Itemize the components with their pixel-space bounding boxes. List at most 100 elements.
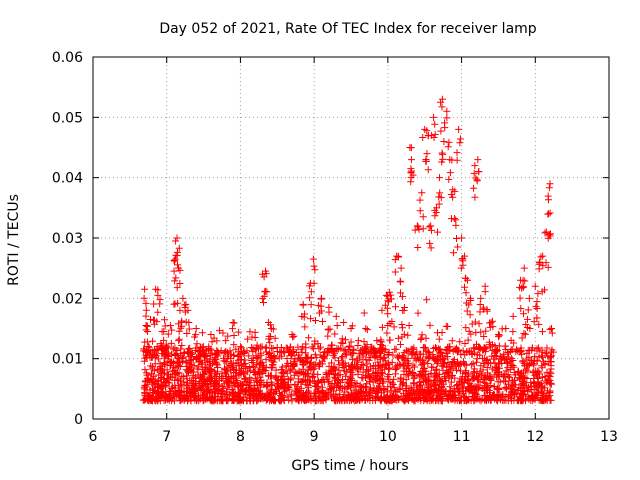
data-point: [387, 295, 395, 303]
data-point: [461, 339, 469, 347]
data-point: [434, 389, 442, 397]
data-point: [307, 362, 315, 370]
data-point: [445, 175, 453, 183]
data-point: [281, 384, 289, 392]
data-point: [420, 365, 428, 373]
data-point: [435, 174, 443, 182]
data-point: [256, 383, 264, 391]
data-point: [526, 360, 534, 368]
data-point: [169, 345, 177, 353]
data-point: [272, 372, 280, 380]
data-point: [537, 396, 545, 404]
data-point: [396, 289, 404, 297]
data-point: [243, 397, 251, 405]
data-point: [229, 397, 237, 405]
data-point: [451, 397, 459, 405]
data-point: [548, 346, 556, 354]
data-point: [386, 336, 394, 344]
data-point: [311, 337, 319, 345]
data-point: [230, 319, 238, 327]
data-point: [416, 356, 424, 364]
data-point: [307, 397, 315, 405]
data-point: [543, 344, 551, 352]
data-point: [324, 344, 332, 352]
data-point: [457, 264, 465, 272]
data-point: [281, 349, 289, 357]
data-point: [351, 394, 359, 402]
data-point: [282, 362, 290, 370]
data-point: [460, 397, 468, 405]
data-point: [411, 363, 419, 371]
data-point: [173, 248, 181, 256]
data-point: [509, 312, 517, 320]
data-point: [545, 230, 553, 238]
data-point: [395, 386, 403, 394]
data-point: [197, 373, 205, 381]
data-point: [527, 379, 535, 387]
data-point: [331, 330, 339, 338]
data-point: [383, 329, 391, 337]
data-point: [304, 382, 312, 390]
data-point: [392, 303, 400, 311]
data-point: [456, 387, 464, 395]
data-point: [269, 396, 277, 404]
data-point: [175, 327, 183, 335]
data-point: [246, 394, 254, 402]
data-point: [374, 358, 382, 366]
data-point: [315, 388, 323, 396]
data-point: [501, 342, 509, 350]
data-point: [305, 334, 313, 342]
data-point: [187, 360, 195, 368]
data-point: [404, 357, 412, 365]
data-point: [262, 344, 270, 352]
data-point: [419, 350, 427, 358]
data-point: [316, 343, 324, 351]
data-point: [318, 396, 326, 404]
data-point: [251, 334, 259, 342]
data-point: [170, 267, 178, 275]
data-point: [541, 349, 549, 357]
data-point: [240, 375, 248, 383]
data-point: [398, 324, 406, 332]
data-point: [494, 333, 502, 341]
data-point: [147, 375, 155, 383]
data-point: [229, 375, 237, 383]
data-point: [470, 344, 478, 352]
data-point: [211, 350, 219, 358]
data-point: [164, 349, 172, 357]
data-point: [447, 215, 455, 223]
data-point: [252, 344, 260, 352]
data-point: [319, 318, 327, 326]
data-point: [474, 156, 482, 164]
data-point: [362, 388, 370, 396]
data-point: [198, 329, 206, 337]
data-point: [416, 196, 424, 204]
y-tick-label: 0: [74, 412, 83, 428]
data-point: [143, 351, 151, 359]
data-point: [481, 372, 489, 380]
data-point: [298, 393, 306, 401]
data-point: [241, 359, 249, 367]
data-point: [491, 359, 499, 367]
data-point: [172, 251, 180, 259]
data-point: [381, 301, 389, 309]
data-point: [187, 350, 195, 358]
data-point: [363, 380, 371, 388]
data-point: [341, 346, 349, 354]
data-point: [438, 329, 446, 337]
data-point: [460, 378, 468, 386]
data-point: [236, 343, 244, 351]
data-point: [331, 354, 339, 362]
data-point: [217, 375, 225, 383]
data-point: [347, 389, 355, 397]
data-point: [538, 328, 546, 336]
data-point: [342, 372, 350, 380]
data-point: [335, 376, 343, 384]
data-point: [438, 149, 446, 157]
data-point: [439, 155, 447, 163]
data-point: [475, 345, 483, 353]
data-point: [149, 390, 157, 398]
data-point: [461, 360, 469, 368]
data-point: [473, 340, 481, 348]
data-point: [371, 352, 379, 360]
